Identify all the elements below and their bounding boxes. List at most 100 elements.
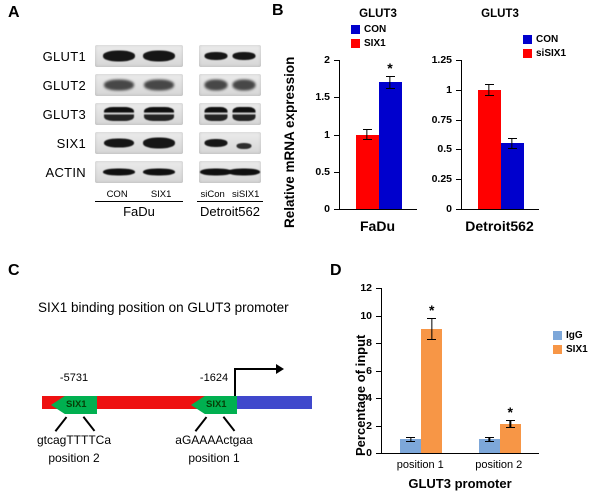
lane-label: CON [106, 189, 128, 200]
legend-label: siSIX1 [536, 48, 567, 59]
error-bar [406, 436, 416, 442]
lane-labels: CON SIX1 [95, 189, 183, 200]
error-bar [484, 83, 494, 96]
cell-line-name: FaDu [123, 204, 155, 219]
y-tick-mark [334, 209, 339, 210]
group-underline [95, 201, 183, 202]
blot-image-detroit [199, 132, 261, 154]
x-tick-label: Detroit562 [465, 218, 534, 234]
x-axis-title: GLUT3 promoter [408, 476, 512, 491]
blot-image-fadu [95, 45, 183, 67]
y-tick-mark [334, 60, 339, 61]
error-bar [505, 420, 515, 429]
promoter-diagram: -5731 SIX1 gtcagTTTTCa position 2 -1624 … [28, 350, 333, 485]
significance-star: * [387, 59, 393, 76]
y-tick-label: 1.25 [431, 54, 452, 66]
callout-line [194, 416, 207, 432]
y-tick-label: 6 [366, 364, 372, 377]
blot-row-actin: ACTIN [30, 160, 261, 184]
site-coordinate: -5731 [59, 372, 89, 384]
legend-swatch [351, 25, 360, 34]
blot-row-label: GLUT1 [42, 48, 86, 64]
legend-item: CON [351, 24, 386, 35]
legend-swatch [553, 331, 562, 340]
legend-label: CON [536, 34, 559, 45]
blot-image-fadu [95, 74, 183, 96]
blot-row-glut1: GLUT1 [30, 44, 261, 68]
position-label: position 1 [188, 451, 240, 465]
bar [421, 329, 443, 453]
y-tick-mark [456, 149, 461, 151]
legend-item: IgG [553, 330, 588, 341]
panel-a-label: A [8, 4, 20, 21]
chart-legend: CON siSIX1 [523, 34, 566, 59]
bar [500, 143, 524, 209]
blot-row-label: ACTIN [45, 164, 86, 180]
y-tick-label: 0 [446, 203, 452, 215]
chart-title: GLUT3 [359, 8, 397, 20]
y-tick-mark [456, 60, 461, 61]
bar [355, 134, 379, 209]
error-bar [362, 128, 372, 141]
y-tick-label: 0.75 [431, 113, 452, 126]
binding-sequence: gtcagTTTTCa [36, 433, 111, 447]
y-tick-mark [376, 343, 381, 344]
lane-labels: siCon siSIX1 [197, 189, 263, 200]
panel-d-label: D [330, 262, 342, 279]
y-axis: 0 2 4 6 8 10 12 [345, 282, 381, 459]
lane-label: siCon [200, 189, 225, 200]
six1-binding-arrow-icon: SIX1 [51, 396, 97, 414]
legend-swatch [553, 345, 562, 354]
y-tick-mark [334, 134, 339, 136]
blot-group-detroit: siCon siSIX1 Detroit562 [197, 189, 263, 219]
legend-item: siSIX1 [523, 48, 566, 59]
panel-c-label: C [8, 262, 20, 279]
gene-bar [234, 396, 312, 409]
y-tick-mark [334, 97, 339, 99]
y-axis-title-mrna: Relative mRNA expression [282, 56, 297, 228]
chart-glut3-fadu: GLUT3 CON SIX1 0 0.5 1 1.5 2 * FaDu [303, 8, 425, 236]
blot-image-fadu [95, 103, 183, 125]
y-tick-mark [376, 288, 381, 289]
x-tick-label: position 1 [396, 459, 444, 471]
y-tick-label: 0.5 [437, 143, 452, 156]
y-tick-label: 0.25 [431, 173, 452, 186]
tss-arrowhead-icon [276, 364, 284, 374]
blot-image-detroit [199, 103, 261, 125]
y-axis: 0 0.25 0.5 0.75 1 1.25 [425, 54, 461, 215]
y-tick-mark [376, 425, 381, 427]
callout-line [54, 416, 67, 432]
tss-arrow-stem [234, 368, 236, 396]
y-tick-label: 12 [360, 282, 372, 294]
y-tick-label: 0 [366, 447, 372, 459]
y-tick-mark [376, 398, 381, 399]
y-tick-mark [376, 453, 381, 454]
binding-sequence: aGAAAActgaa [175, 433, 253, 447]
y-tick-label: 4 [366, 392, 372, 404]
legend-label: IgG [566, 330, 583, 341]
blot-row-six1: SIX1 [30, 131, 261, 155]
x-tick-label: FaDu [360, 218, 395, 234]
group-underline [197, 201, 263, 202]
binding-site-1: -1624 SIX1 aGAAAActgaa position 1 [169, 372, 259, 492]
legend-label: SIX1 [364, 38, 386, 49]
y-tick-mark [456, 119, 461, 121]
binding-site-2: -5731 SIX1 gtcagTTTTCa position 2 [29, 372, 119, 492]
legend-item: CON [523, 34, 566, 45]
y-tick-mark [456, 89, 461, 91]
bar [499, 424, 521, 453]
blot-row-label: GLUT3 [42, 106, 86, 122]
bar [478, 439, 500, 453]
y-tick-mark [456, 209, 461, 210]
callout-line [222, 416, 235, 432]
blot-image-detroit [199, 161, 261, 183]
position-label: position 2 [48, 451, 100, 465]
lane-label: siSIX1 [231, 189, 260, 200]
lane-label: SIX1 [150, 189, 172, 200]
legend-item: SIX1 [553, 344, 588, 355]
y-tick-label: 2 [324, 54, 330, 66]
plot-area: * * [381, 288, 539, 454]
legend-label: SIX1 [566, 344, 588, 355]
blot-image-fadu [95, 161, 183, 183]
